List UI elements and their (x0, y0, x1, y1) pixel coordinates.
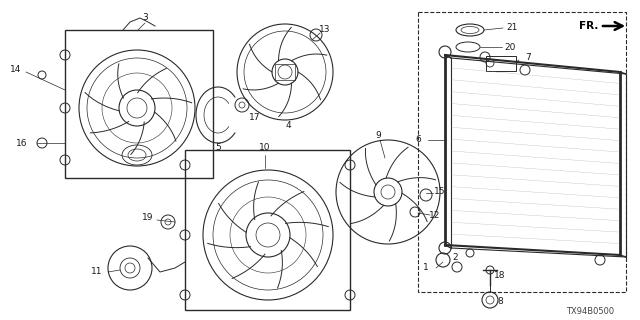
Text: 2: 2 (452, 253, 458, 262)
Text: 4: 4 (285, 122, 291, 131)
Bar (185, 150, 350, 310)
Bar (275, 64, 295, 80)
Text: 17: 17 (249, 114, 260, 123)
Text: 3: 3 (142, 12, 148, 21)
Text: 20: 20 (504, 43, 516, 52)
Text: 8: 8 (497, 298, 503, 307)
Text: 6: 6 (415, 135, 421, 145)
Bar (418, 12, 626, 292)
Text: 7: 7 (525, 53, 531, 62)
Text: 1: 1 (423, 263, 429, 273)
Bar (65, 30, 213, 178)
Text: 21: 21 (506, 23, 518, 33)
Text: 5: 5 (215, 143, 221, 153)
Text: 18: 18 (494, 270, 506, 279)
Text: 10: 10 (259, 143, 271, 153)
Text: 9: 9 (375, 131, 381, 140)
Bar (486, 56, 516, 71)
Text: 13: 13 (319, 26, 331, 35)
Text: 12: 12 (429, 211, 441, 220)
Text: 16: 16 (16, 139, 28, 148)
Text: 15: 15 (435, 188, 445, 196)
Text: 14: 14 (10, 66, 22, 75)
Text: TX94B0500: TX94B0500 (566, 308, 614, 316)
Text: 19: 19 (142, 213, 154, 222)
Text: 11: 11 (92, 268, 103, 276)
Text: FR.: FR. (579, 21, 598, 31)
